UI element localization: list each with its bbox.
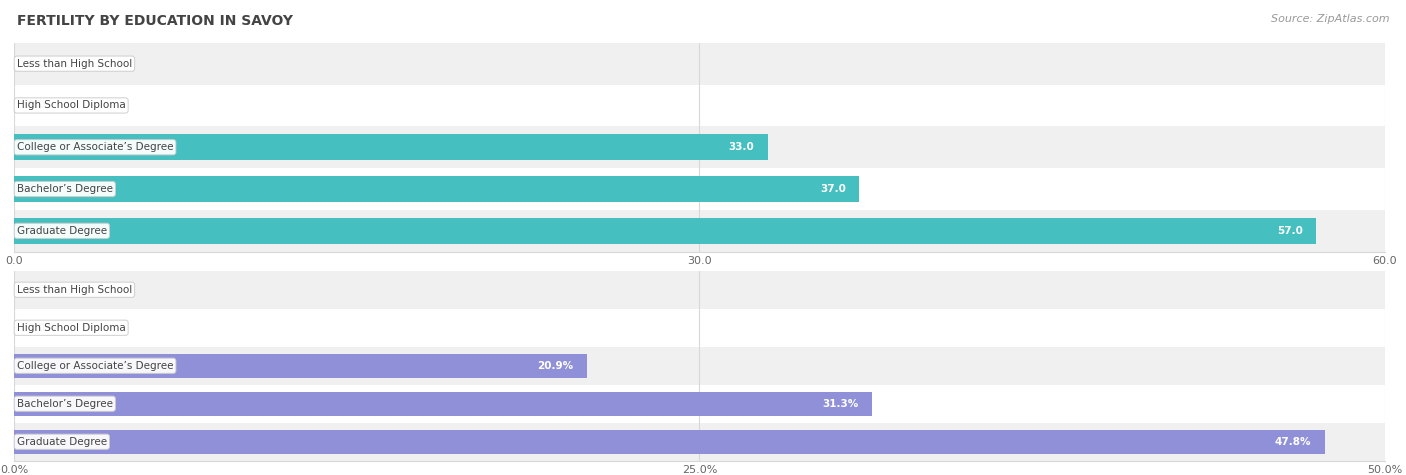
Bar xyxy=(14,423,1385,461)
Text: College or Associate’s Degree: College or Associate’s Degree xyxy=(17,142,173,152)
Bar xyxy=(14,176,859,202)
Bar xyxy=(14,430,1324,454)
Text: 0.0: 0.0 xyxy=(28,100,46,111)
Text: 31.3%: 31.3% xyxy=(823,399,859,409)
Text: Bachelor’s Degree: Bachelor’s Degree xyxy=(17,184,112,194)
Text: 0.0: 0.0 xyxy=(28,58,46,69)
Bar xyxy=(14,168,1385,210)
Text: High School Diploma: High School Diploma xyxy=(17,100,125,111)
Text: Graduate Degree: Graduate Degree xyxy=(17,226,107,236)
Text: 0.0%: 0.0% xyxy=(28,323,56,333)
Bar xyxy=(14,85,1385,126)
Bar xyxy=(14,126,1385,168)
Text: 47.8%: 47.8% xyxy=(1274,437,1310,447)
Bar xyxy=(14,210,1385,252)
Text: 20.9%: 20.9% xyxy=(537,361,574,371)
Text: High School Diploma: High School Diploma xyxy=(17,323,125,333)
Bar xyxy=(14,271,1385,309)
Text: 0.0%: 0.0% xyxy=(28,285,56,295)
Bar xyxy=(14,134,768,160)
Text: FERTILITY BY EDUCATION IN SAVOY: FERTILITY BY EDUCATION IN SAVOY xyxy=(17,14,292,28)
Text: 37.0: 37.0 xyxy=(820,184,846,194)
Text: College or Associate’s Degree: College or Associate’s Degree xyxy=(17,361,173,371)
Text: 57.0: 57.0 xyxy=(1277,226,1303,236)
Text: 33.0: 33.0 xyxy=(728,142,755,152)
Text: Less than High School: Less than High School xyxy=(17,285,132,295)
Text: Source: ZipAtlas.com: Source: ZipAtlas.com xyxy=(1271,14,1389,24)
Bar xyxy=(14,392,872,416)
Bar xyxy=(14,218,1316,244)
Text: Graduate Degree: Graduate Degree xyxy=(17,437,107,447)
Text: Less than High School: Less than High School xyxy=(17,58,132,69)
Bar xyxy=(14,385,1385,423)
Text: Bachelor’s Degree: Bachelor’s Degree xyxy=(17,399,112,409)
Bar xyxy=(14,354,588,378)
Bar xyxy=(14,347,1385,385)
Bar xyxy=(14,309,1385,347)
Bar xyxy=(14,43,1385,85)
